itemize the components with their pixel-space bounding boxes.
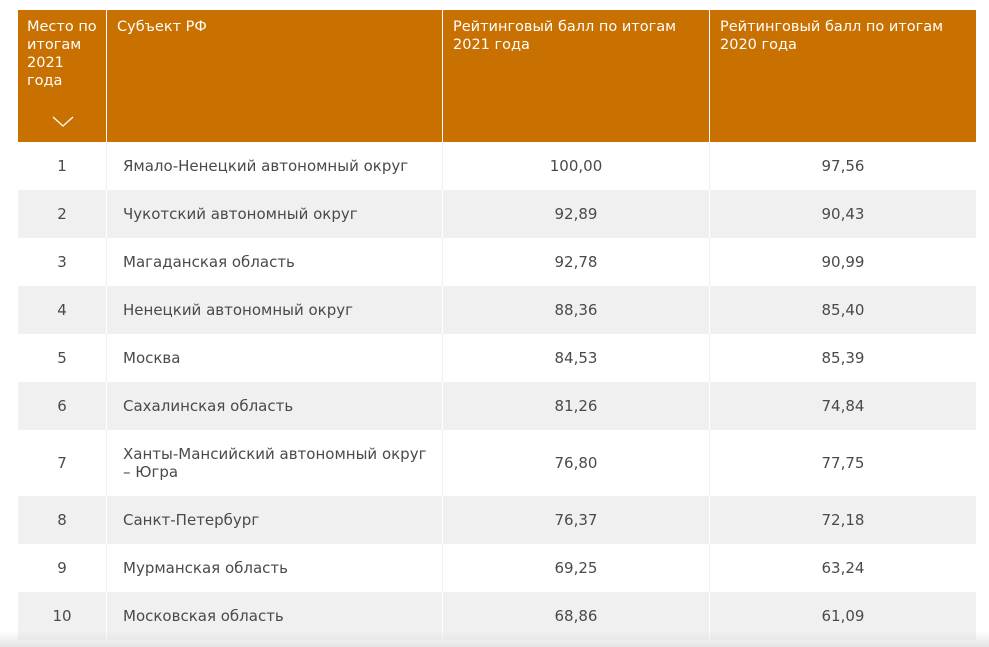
table-header: Место по итогам 2021 года Субъект РФ Рей…: [18, 10, 976, 142]
region-cell: Московская область: [107, 592, 443, 640]
rank-cell: 8: [18, 496, 107, 544]
score-2020-cell: 85,40: [821, 301, 865, 319]
column-header-score-2020[interactable]: Рейтинговый балл по итогам 2020 года: [710, 10, 976, 142]
score-2021-cell: 68,86: [443, 592, 710, 640]
score-2021-cell: 88,36: [443, 286, 710, 334]
score-2020-cell: 61,09: [821, 607, 865, 625]
table-row: 7 Ханты-Мансийский автономный округ – Юг…: [18, 430, 976, 496]
region-cell: Магаданская область: [107, 238, 443, 286]
column-header-rank-label: Место по итогам 2021 года: [27, 19, 97, 89]
chevron-down-icon[interactable]: [52, 116, 74, 128]
score-2021-cell: 69,25: [443, 544, 710, 592]
region-cell: Чукотский автономный округ: [107, 190, 443, 238]
table-row: 5 Москва 84,53 85,39: [18, 334, 976, 382]
table-row: 1 Ямало-Ненецкий автономный округ 100,00…: [18, 142, 976, 190]
score-2020-cell: 72,18: [821, 511, 865, 529]
rank-cell: 3: [18, 238, 107, 286]
score-2020-cell: 90,43: [821, 205, 865, 223]
column-header-score-2021[interactable]: Рейтинговый балл по итогам 2021 года: [443, 10, 710, 142]
score-2021-cell: 81,26: [443, 382, 710, 430]
table-row: 4 Ненецкий автономный округ 88,36 85,40: [18, 286, 976, 334]
region-cell: Ненецкий автономный округ: [107, 286, 443, 334]
table-row: 6 Сахалинская область 81,26 74,84: [18, 382, 976, 430]
rank-cell: 10: [18, 592, 107, 640]
column-header-score-2021-label: Рейтинговый балл по итогам 2021 года: [453, 19, 677, 53]
score-2020-cell: 90,99: [821, 253, 865, 271]
rank-cell: 7: [18, 430, 107, 496]
rank-cell: 9: [18, 544, 107, 592]
score-2020-cell: 77,75: [821, 454, 865, 472]
rank-cell: 2: [18, 190, 107, 238]
score-2021-cell: 76,80: [443, 430, 710, 496]
region-cell: Сахалинская область: [107, 382, 443, 430]
column-header-region[interactable]: Субъект РФ: [107, 10, 443, 142]
table-row: 2 Чукотский автономный округ 92,89 90,43: [18, 190, 976, 238]
score-2020-cell: 74,84: [821, 397, 865, 415]
column-header-region-label: Субъект РФ: [117, 19, 207, 35]
score-2021-cell: 100,00: [443, 142, 710, 190]
score-2021-cell: 92,78: [443, 238, 710, 286]
score-2020-cell: 85,39: [821, 349, 865, 367]
score-2020-cell: 97,56: [821, 157, 865, 175]
column-header-rank[interactable]: Место по итогам 2021 года: [18, 10, 107, 142]
score-2021-cell: 84,53: [443, 334, 710, 382]
rank-cell: 4: [18, 286, 107, 334]
table-row: 9 Мурманская область 69,25 63,24: [18, 544, 976, 592]
table-row: 3 Магаданская область 92,78 90,99: [18, 238, 976, 286]
region-cell: Мурманская область: [107, 544, 443, 592]
column-header-score-2020-label: Рейтинговый балл по итогам 2020 года: [720, 19, 944, 53]
region-cell: Ханты-Мансийский автономный округ – Югра: [107, 430, 443, 496]
rank-cell: 1: [18, 142, 107, 190]
rank-cell: 6: [18, 382, 107, 430]
score-2021-cell: 76,37: [443, 496, 710, 544]
region-cell: Москва: [107, 334, 443, 382]
region-cell: Ямало-Ненецкий автономный округ: [107, 142, 443, 190]
table-body: 1 Ямало-Ненецкий автономный округ 100,00…: [18, 142, 976, 640]
region-cell: Санкт-Петербург: [107, 496, 443, 544]
rank-cell: 5: [18, 334, 107, 382]
scroll-fade: [0, 631, 989, 647]
score-2020-cell: 63,24: [821, 559, 865, 577]
table-row: 8 Санкт-Петербург 76,37 72,18: [18, 496, 976, 544]
rating-table: Место по итогам 2021 года Субъект РФ Рей…: [18, 10, 976, 640]
score-2021-cell: 92,89: [443, 190, 710, 238]
